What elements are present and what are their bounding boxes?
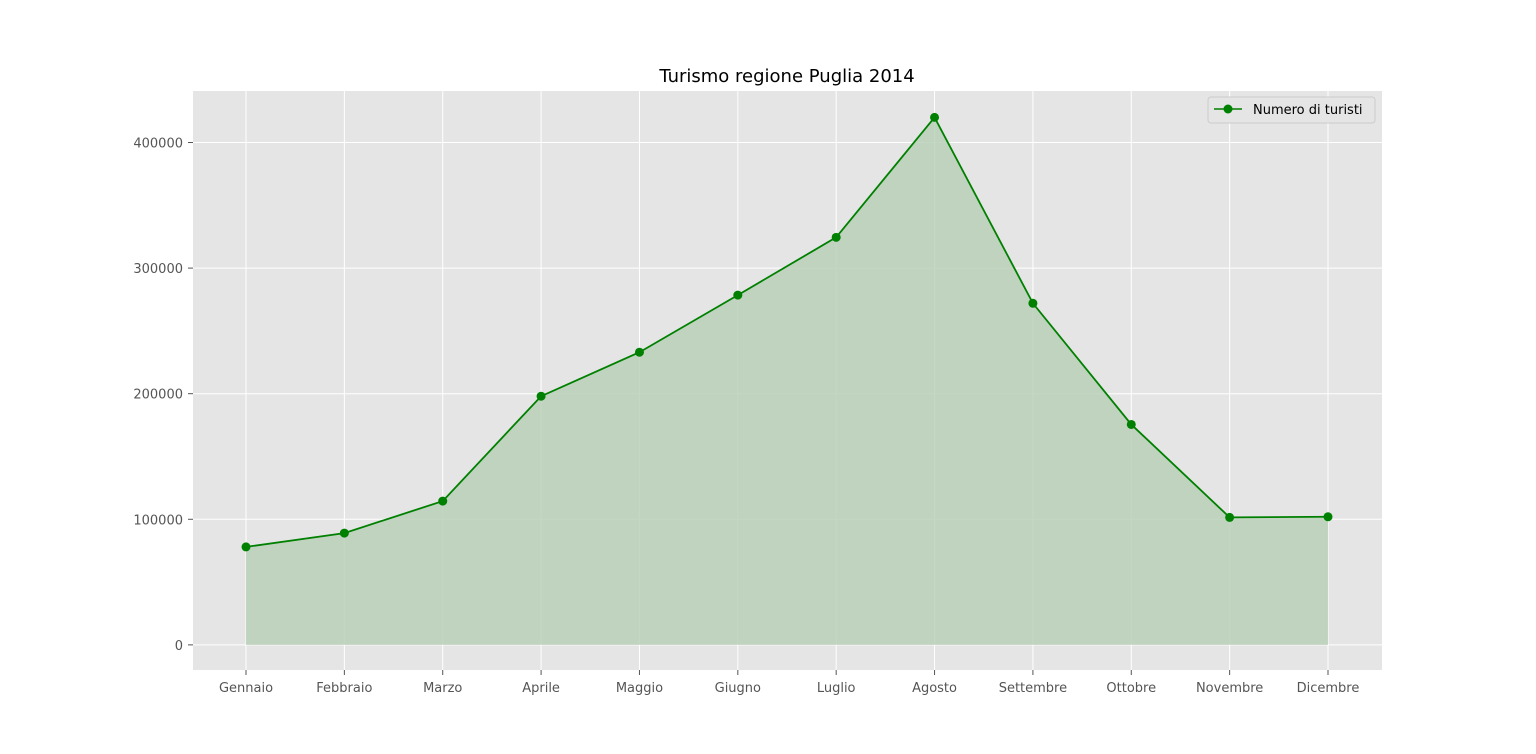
data-point xyxy=(733,290,743,300)
data-point xyxy=(1225,512,1235,522)
x-tick-label: Marzo xyxy=(423,681,462,696)
x-tick-label: Ottobre xyxy=(1106,681,1156,696)
x-tick-label: Agosto xyxy=(912,681,957,696)
legend-marker xyxy=(1223,104,1233,114)
legend-label: Numero di turisti xyxy=(1253,103,1363,118)
series-layer xyxy=(241,112,1333,552)
x-tick-label: Dicembre xyxy=(1297,681,1360,696)
data-point xyxy=(438,496,448,506)
series-line xyxy=(245,115,1329,548)
data-point xyxy=(339,528,349,538)
data-point xyxy=(930,112,940,122)
y-tick-label: 400000 xyxy=(133,136,183,151)
x-tick-label: Giugno xyxy=(715,681,761,696)
x-tick-label: Maggio xyxy=(616,681,663,696)
data-point xyxy=(1126,419,1136,429)
data-point xyxy=(1028,298,1038,308)
y-axis: 0 100000 200000 300000 400000 xyxy=(133,136,193,654)
x-tick-label: Febbraio xyxy=(316,681,372,696)
y-tick-label: 100000 xyxy=(133,513,183,528)
area-fill xyxy=(246,117,1328,645)
data-point xyxy=(634,347,644,357)
x-tick-label: Gennaio xyxy=(219,681,273,696)
data-point xyxy=(1323,512,1333,522)
data-point xyxy=(241,542,251,552)
x-tick-label: Settembre xyxy=(999,681,1067,696)
y-tick-label: 200000 xyxy=(133,388,183,403)
y-tick-label: 0 xyxy=(175,639,183,654)
legend: Numero di turisti xyxy=(1207,96,1376,124)
data-point xyxy=(831,232,841,242)
x-tick-label: Luglio xyxy=(817,681,856,696)
x-axis: Gennaio Febbraio Marzo Aprile Maggio Giugno Lu… xyxy=(219,670,1359,696)
legend-box xyxy=(1207,96,1376,124)
data-point xyxy=(536,391,546,401)
y-tick-label: 300000 xyxy=(133,262,183,277)
x-tick-label: Novembre xyxy=(1196,681,1263,696)
series-area xyxy=(246,117,1328,645)
chart-title: Turismo regione Puglia 2014 xyxy=(658,66,914,87)
x-tick-label: Aprile xyxy=(522,681,560,696)
